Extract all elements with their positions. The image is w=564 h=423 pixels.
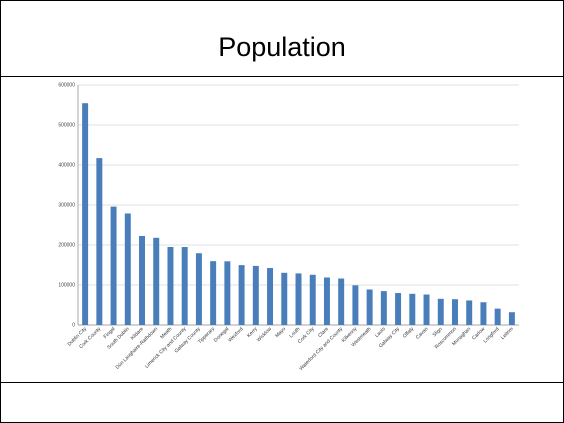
bar <box>139 236 146 325</box>
y-tick-label: 600000 <box>58 83 75 89</box>
bar <box>480 302 487 325</box>
y-tick-label: 400000 <box>58 163 75 169</box>
bar <box>124 213 131 325</box>
y-tick-label: 500000 <box>58 123 75 129</box>
bar <box>437 298 444 325</box>
x-tick-label: Leitrim <box>500 326 515 341</box>
y-tick-label: 100000 <box>58 283 75 289</box>
x-tick-label: Mayo <box>274 326 287 339</box>
x-tick-label: Cork City <box>297 326 316 345</box>
bar <box>423 294 430 325</box>
bar <box>153 237 160 325</box>
x-tick-label: Wexford <box>227 326 244 343</box>
bar <box>195 253 202 325</box>
bar <box>267 268 274 325</box>
bar <box>395 293 402 325</box>
bar <box>309 274 316 325</box>
y-tick-label: 200000 <box>58 243 75 249</box>
bar <box>366 289 373 325</box>
population-bar-chart: 0100000200000300000400000500000600000Dub… <box>58 83 519 372</box>
bar <box>409 293 416 325</box>
slide-title: Population <box>218 32 346 62</box>
x-tick-label: Longford <box>482 326 500 344</box>
bar <box>295 273 302 325</box>
bar <box>352 285 359 325</box>
chart-area: 0 100000 200000 300000 400000 500000 600000 Dub… <box>1 76 563 383</box>
bar <box>380 291 387 325</box>
bar <box>238 265 245 325</box>
bar <box>338 278 345 325</box>
bar <box>508 312 515 325</box>
footer-area <box>1 383 563 422</box>
bar <box>210 261 217 325</box>
bar <box>323 277 330 325</box>
title-placeholder: Population <box>1 1 563 77</box>
bar <box>167 247 174 325</box>
bar <box>224 261 231 325</box>
bar <box>451 299 458 325</box>
x-tick-label: Sligo <box>432 326 444 338</box>
bar <box>82 103 89 325</box>
bar <box>281 272 288 325</box>
bar <box>96 158 103 325</box>
y-tick-label: 300000 <box>58 203 75 209</box>
x-tick-label: Offaly <box>402 326 416 340</box>
x-tick-label: Wicklow <box>256 326 273 343</box>
bar <box>110 206 117 325</box>
bar <box>466 300 473 325</box>
bar <box>494 308 501 325</box>
bar <box>181 247 188 325</box>
x-tick-label: Cavan <box>415 326 430 341</box>
bar <box>252 265 259 325</box>
y-tick-label: 0 <box>72 323 75 329</box>
